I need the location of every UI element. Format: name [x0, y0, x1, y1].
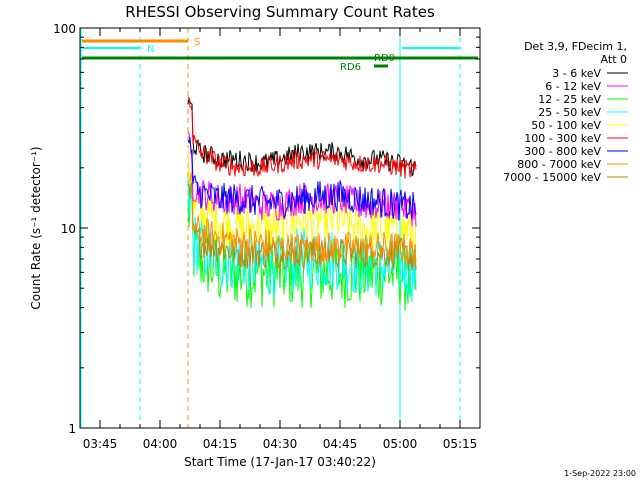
flag-label: RD6 — [340, 62, 361, 73]
series-line-7 — [187, 171, 417, 268]
x-tick-label: 04:00 — [143, 437, 178, 451]
legend-label: 3 - 6 keV — [552, 67, 601, 80]
series-line-8 — [187, 182, 417, 271]
y-tick-label: 100 — [53, 22, 76, 36]
x-tick-label: 05:00 — [383, 437, 418, 451]
legend-label: 800 - 7000 keV — [517, 158, 601, 171]
series-line-2 — [187, 179, 417, 311]
flag-label: RD0 — [374, 53, 395, 64]
plot-layer — [80, 28, 461, 428]
flag-label: N — [147, 44, 154, 55]
y-tick-label: 1 — [68, 422, 76, 436]
flag-label: S — [194, 37, 200, 48]
series-line-5 — [187, 96, 417, 179]
legend-label: 12 - 25 keV — [538, 93, 601, 106]
legend-header: Det 3,9, FDecim 1, — [524, 40, 627, 53]
legend-label: 6 - 12 keV — [545, 80, 601, 93]
x-tick-label: 04:30 — [263, 437, 298, 451]
x-tick-label: 04:15 — [203, 437, 238, 451]
legend-label: 7000 - 15000 keV — [503, 171, 601, 184]
y-tick-label: 10 — [61, 222, 76, 236]
legend-label: 50 - 100 keV — [531, 119, 601, 132]
footer-date: 1-Sep-2022 23:00 — [564, 469, 636, 478]
legend-header: Att 0 — [601, 53, 627, 66]
axis-layer: 1 10 100 03:45 04:00 04:15 04:30 04:45 05:00 05:1… — [53, 22, 480, 451]
flag-layer: S N RD6 RD0 — [82, 37, 478, 73]
series-line-6 — [187, 137, 417, 221]
y-axis-label: Count Rate (s⁻¹ detector⁻¹) — [29, 146, 43, 309]
x-tick-label: 03:45 — [83, 437, 118, 451]
legend-label: 300 - 800 keV — [524, 145, 601, 158]
legend-label: 100 - 300 keV — [524, 132, 601, 145]
x-tick-label: 05:15 — [443, 437, 478, 451]
chart-title: RHESSI Observing Summary Count Rates — [125, 3, 435, 21]
legend-label: 25 - 50 keV — [538, 106, 601, 119]
x-tick-label: 04:45 — [323, 437, 358, 451]
series-layer — [187, 96, 417, 311]
x-axis-label: Start Time (17-Jan-17 03:40:22) — [184, 455, 376, 469]
